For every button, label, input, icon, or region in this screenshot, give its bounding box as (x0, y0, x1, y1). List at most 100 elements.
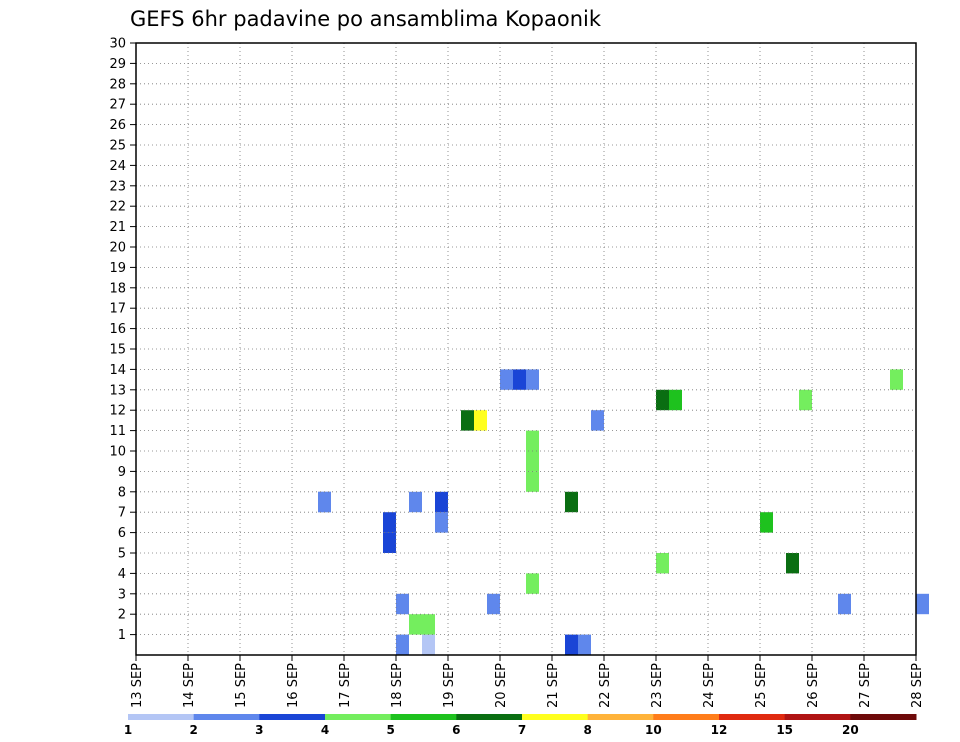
x-tick-label: 26 SEP (806, 663, 821, 708)
heatmap-cell (513, 369, 526, 390)
x-tick-label: 20 SEP (494, 663, 509, 708)
heatmap-cell (656, 389, 669, 411)
y-tick-label: 17 (109, 302, 126, 317)
colorbar-swatch (128, 714, 195, 720)
y-tick-label: 19 (109, 261, 126, 276)
heatmap-cell (799, 389, 812, 411)
colorbar-label: 7 (518, 723, 526, 737)
colorbar-label: 6 (452, 723, 460, 737)
y-tick-label: 24 (109, 159, 126, 174)
cells-layer (318, 369, 929, 655)
y-tick-label: 15 (109, 343, 126, 358)
y-tick-label: 9 (118, 465, 126, 480)
colorbar-swatch (587, 714, 654, 720)
heatmap-cell (422, 614, 435, 635)
heatmap-cell (318, 491, 331, 513)
y-tick-label: 27 (109, 98, 126, 113)
y-tick-label: 29 (109, 57, 126, 72)
heatmap-cell (487, 593, 500, 615)
heatmap-cell (461, 410, 474, 431)
colorbar-label: 1 (124, 723, 132, 737)
chart-title: GEFS 6hr padavine po ansamblima Kopaonik (130, 7, 602, 31)
y-tick-label: 6 (118, 526, 126, 541)
heatmap-cell (435, 491, 448, 513)
heatmap-cell (396, 593, 409, 615)
heatmap-cell (474, 410, 487, 431)
colorbar: 1 2 3 4 5 6 7 8 10 12 15 20 (124, 714, 917, 737)
y-tick-label: 23 (109, 179, 126, 194)
y-tick-label: 7 (118, 506, 126, 521)
x-tick-label: 13 SEP (130, 663, 145, 708)
heatmap-cell (383, 512, 396, 533)
heatmap-cell (916, 593, 929, 615)
heatmap-cell (786, 553, 799, 574)
y-tick-label: 3 (118, 587, 126, 602)
x-tick-label: 14 SEP (182, 663, 197, 708)
heatmap-cell (396, 634, 409, 655)
y-tick-label: 5 (118, 547, 126, 562)
y-tick-label: 16 (109, 322, 126, 337)
heatmap-cell (526, 430, 539, 451)
heatmap-cell (656, 553, 669, 574)
colorbar-swatch (456, 714, 523, 720)
colorbar-swatch (193, 714, 260, 720)
colorbar-label: 4 (321, 723, 329, 737)
y-tick-label: 14 (109, 363, 126, 378)
y-tick-label: 21 (109, 220, 126, 235)
heatmap-cell (890, 369, 903, 390)
y-axis: 1234567891011121314151617181920212223242… (109, 37, 136, 643)
y-tick-label: 1 (118, 628, 126, 643)
heatmap-cell (383, 532, 396, 553)
colorbar-swatch (259, 714, 326, 720)
heatmap-cell (565, 491, 578, 513)
heatmap-cell (565, 634, 578, 655)
heatmap-cell (435, 512, 448, 533)
heatmap-cell (760, 512, 773, 533)
colorbar-swatch (325, 714, 392, 720)
y-tick-label: 11 (109, 424, 126, 439)
heatmap-cell (526, 369, 539, 390)
colorbar-swatch (522, 714, 589, 720)
heatmap-cell (526, 451, 539, 472)
colorbar-label: 20 (842, 723, 859, 737)
heatmap-cell (526, 471, 539, 492)
colorbar-swatch (719, 714, 786, 720)
heatmap-cell (591, 410, 604, 431)
heatmap-cell (578, 634, 591, 655)
colorbar-label: 3 (255, 723, 263, 737)
x-tick-label: 23 SEP (650, 663, 665, 708)
y-tick-label: 28 (109, 77, 126, 92)
y-tick-label: 26 (109, 118, 126, 133)
heatmap-cell (669, 389, 682, 411)
x-axis: 13 SEP 14 SEP 15 SEP 16 SEP 17 SEP 18 SEP 19 S… (130, 655, 925, 708)
y-tick-label: 13 (109, 383, 126, 398)
y-tick-label: 4 (118, 567, 126, 582)
y-tick-label: 10 (109, 445, 126, 460)
colorbar-label: 2 (189, 723, 197, 737)
y-tick-label: 22 (109, 200, 126, 215)
colorbar-label: 12 (711, 723, 728, 737)
x-tick-label: 24 SEP (702, 663, 717, 708)
y-tick-label: 8 (118, 485, 126, 500)
y-tick-label: 25 (109, 139, 126, 154)
x-tick-label: 22 SEP (598, 663, 613, 708)
heatmap-cell (422, 634, 435, 655)
y-tick-label: 20 (109, 241, 126, 256)
colorbar-swatch (850, 714, 917, 720)
colorbar-swatch (653, 714, 720, 720)
heatmap-cell (500, 369, 513, 390)
y-tick-label: 2 (118, 608, 126, 623)
colorbar-swatch (784, 714, 851, 720)
colorbar-label: 5 (386, 723, 394, 737)
x-tick-label: 21 SEP (546, 663, 561, 708)
heatmap-cell (838, 593, 851, 615)
colorbar-label: 15 (776, 723, 793, 737)
y-tick-label: 18 (109, 281, 126, 296)
heatmap-cell (409, 614, 422, 635)
heatmap-cell (409, 491, 422, 513)
colorbar-label: 8 (583, 723, 591, 737)
x-tick-label: 19 SEP (442, 663, 457, 708)
x-tick-label: 27 SEP (858, 663, 873, 708)
